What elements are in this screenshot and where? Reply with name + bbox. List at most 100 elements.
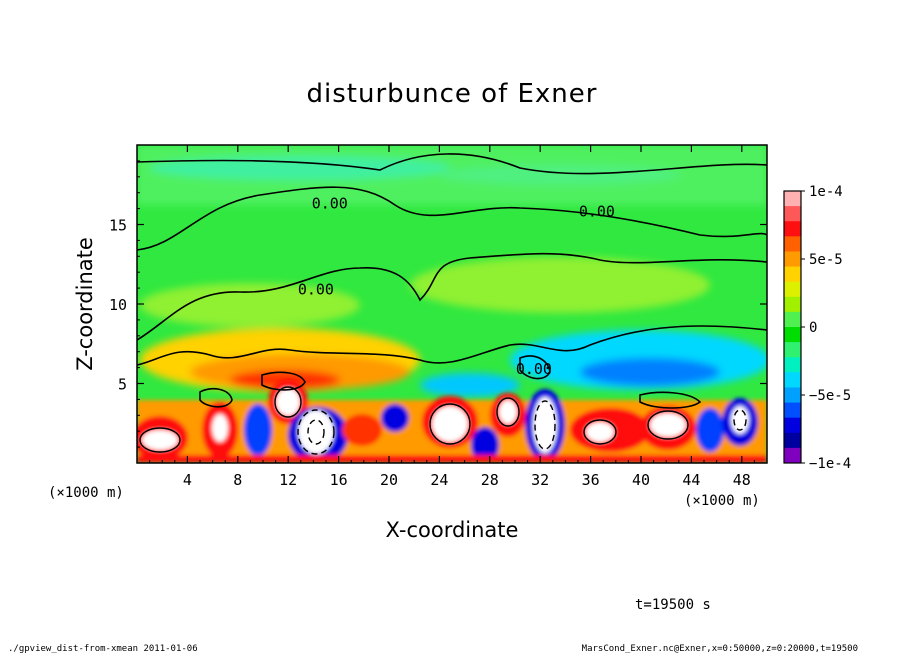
contour-cell-2	[519, 355, 551, 380]
x-tick-label: 24	[430, 471, 448, 489]
contour-upper	[137, 153, 767, 175]
positive-contours	[139, 386, 689, 453]
contour-label: 0.00	[312, 195, 348, 213]
colorbar-segment	[784, 236, 801, 252]
x-tick-label: 36	[582, 471, 600, 489]
neg-contour-2	[307, 419, 325, 445]
mid-lime-patch-2	[140, 283, 360, 327]
neg-contour-4	[733, 409, 747, 431]
x-tick-label: 4	[183, 471, 192, 489]
negative-contours	[297, 400, 747, 455]
colorbar-segment	[784, 327, 801, 343]
x-tick-label: 12	[279, 471, 297, 489]
colorbar-segment	[784, 447, 801, 464]
x-axis-unit-left: (×1000 m)	[48, 485, 124, 501]
colorbar-segment	[784, 191, 801, 207]
colorbar-segment	[784, 402, 801, 419]
y-tick-label: 5	[118, 376, 127, 394]
colorbar-tick-label: 1e-4	[809, 184, 843, 200]
contour-labels: 0.00 0.00 0.00 0.00	[298, 195, 615, 378]
cell-f	[342, 414, 382, 446]
contour-label: 0.00	[298, 280, 334, 298]
x-tick-label: 16	[330, 471, 348, 489]
chart-title: disturbunce of Exner	[307, 79, 598, 109]
mid-lime-patch	[410, 257, 710, 313]
colorbar-segment	[784, 311, 801, 328]
contour-mid	[137, 252, 767, 341]
x-tick-label: 8	[233, 471, 242, 489]
upper-cyan-patch-2	[440, 165, 680, 185]
pos-contour-6	[274, 386, 302, 418]
cool-blue-region	[580, 358, 720, 386]
y-tick-label: 10	[109, 296, 127, 314]
surface-red-strip	[137, 455, 767, 463]
x-tick-label: 48	[733, 471, 751, 489]
contour-cell-1	[261, 371, 306, 391]
contour-low	[137, 325, 767, 366]
contour-label: 0.00	[579, 203, 615, 221]
pos-contour-2	[429, 403, 471, 445]
y-axis-title: Z-coordinate	[73, 237, 97, 371]
contour-upper-2	[137, 186, 767, 251]
colorbar-segment	[784, 372, 801, 388]
x-tick-label: 40	[632, 471, 650, 489]
x-axis-ticks: 4 8 12 16 20 24 28 32 36 40 44 48	[149, 145, 755, 489]
colorbar-segment	[784, 387, 801, 404]
pos-contour-5	[583, 419, 617, 445]
upper-cyan-patch	[150, 156, 450, 180]
cell-n	[696, 408, 724, 452]
colorbar-segment	[784, 266, 801, 283]
y-axis-ticks: 5 10 15	[109, 160, 767, 448]
cell-d-core	[276, 388, 300, 416]
x-tick-label: 44	[682, 471, 700, 489]
x-axis-unit-right: (×1000 m)	[684, 493, 760, 509]
colorbar-segment	[784, 417, 801, 434]
cool-cyan-region-2	[420, 373, 520, 397]
pos-contour-4	[647, 410, 689, 440]
footer-left: ./gpview_dist-from-xmean 2011-01-06	[8, 644, 198, 654]
colorbar-segment	[784, 251, 801, 268]
cell-a-core	[142, 430, 178, 450]
contour-cell-4	[639, 391, 702, 409]
colorbar-tick-label: 5e-5	[809, 252, 843, 268]
cell-k-core	[533, 397, 557, 453]
x-axis-title: X-coordinate	[386, 518, 519, 542]
colorbar-segment	[784, 357, 801, 373]
x-tick-label: 32	[531, 471, 549, 489]
cell-j-core	[499, 400, 517, 424]
x-tick-label: 20	[380, 471, 398, 489]
cell-e-core	[298, 410, 334, 454]
neg-contour-3	[534, 400, 556, 450]
cell-b-core	[212, 414, 228, 442]
time-label: t=19500 s	[635, 597, 711, 613]
x-tick-label: 28	[481, 471, 499, 489]
colorbar-segment	[784, 281, 801, 298]
colorbar-segment	[784, 342, 801, 358]
colorbar-tick-label: −1e-4	[809, 456, 851, 472]
contour-label: 0.00	[516, 360, 552, 378]
y-tick-label: 15	[109, 217, 127, 235]
colorbar-segment	[784, 221, 801, 237]
pos-contour-3	[496, 397, 520, 427]
footer-right: MarsCond_Exner.nc@Exner,x=0:50000,z=0:20…	[582, 644, 858, 654]
colorbar-tick-label: 0	[809, 320, 817, 336]
colorbar-segment	[784, 296, 801, 313]
contour-cell-3	[199, 387, 233, 408]
colorbar-segment	[784, 432, 801, 449]
zero-contours	[137, 153, 767, 409]
warm-red-region	[230, 370, 340, 390]
pos-contour-1	[139, 427, 181, 453]
cell-h-core	[432, 406, 468, 442]
cell-l-core	[586, 422, 614, 442]
colorbar-tick-label: −5e-5	[809, 388, 851, 404]
cell-c	[244, 404, 272, 456]
colorbar-segment	[784, 206, 801, 222]
cell-m-core	[650, 413, 686, 437]
cell-g	[381, 404, 409, 432]
colorbar	[784, 191, 801, 464]
colorbar-ticks: 1e-4 5e-5 0 −5e-5 −1e-4	[801, 184, 851, 472]
cell-i	[471, 427, 499, 463]
neg-contour-1	[297, 409, 335, 455]
heatmap-plot-area: 0.00 0.00 0.00 0.00	[137, 145, 767, 463]
